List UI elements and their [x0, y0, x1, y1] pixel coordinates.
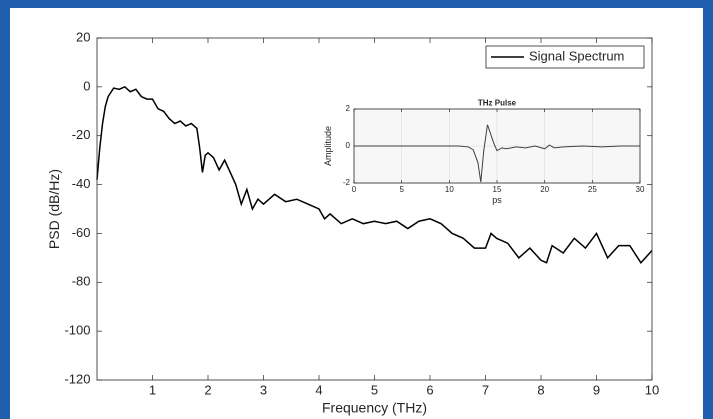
- x-tick-label: 3: [260, 382, 267, 397]
- x-tick-label: 5: [399, 185, 404, 194]
- x-axis-label: Frequency (THz): [322, 399, 427, 415]
- x-axis-label: ps: [492, 195, 502, 205]
- legend-label: Signal Spectrum: [529, 48, 624, 63]
- legend-box: [485, 45, 645, 69]
- x-tick-label: 10: [645, 382, 659, 397]
- y-tick-label: 2: [346, 104, 351, 113]
- x-tick-label: 9: [593, 382, 600, 397]
- axes-box: [353, 108, 641, 184]
- y-tick-label: -40: [72, 176, 91, 191]
- data-line: [354, 124, 640, 183]
- y-tick-label: -20: [72, 127, 91, 142]
- y-axis-label: Amplitude: [323, 126, 333, 166]
- data-line: [96, 85, 653, 264]
- x-tick-label: 15: [493, 185, 502, 194]
- y-tick-label: -2: [343, 178, 351, 187]
- x-tick-label: 30: [636, 185, 645, 194]
- x-tick-label: 25: [588, 185, 597, 194]
- x-tick-label: 10: [445, 185, 454, 194]
- y-tick-label: -80: [72, 274, 91, 289]
- y-tick-label: 0: [346, 141, 351, 150]
- x-tick-label: 4: [315, 382, 322, 397]
- y-tick-label: -60: [72, 225, 91, 240]
- y-tick-label: -100: [64, 323, 90, 338]
- x-tick-label: 7: [482, 382, 489, 397]
- x-tick-label: 2: [204, 382, 211, 397]
- x-tick-label: 6: [426, 382, 433, 397]
- x-tick-label: 20: [540, 185, 549, 194]
- axes-box: [96, 37, 653, 381]
- x-tick-label: 8: [537, 382, 544, 397]
- plot-area: [97, 38, 652, 380]
- x-tick-label: 1: [149, 382, 156, 397]
- chart: 1 2 3 4 5 6 7 8 9 10-120-100-80-60-40-20020Freque…: [10, 8, 703, 419]
- x-tick-label: 0: [352, 185, 357, 194]
- x-tick-label: 5: [371, 382, 378, 397]
- y-tick-label: 20: [76, 29, 90, 44]
- y-tick-label: 0: [83, 78, 90, 93]
- y-tick-label: -120: [64, 371, 90, 386]
- chart-title: THz Pulse: [478, 99, 517, 108]
- y-axis-label: PSD (dB/Hz): [46, 169, 62, 249]
